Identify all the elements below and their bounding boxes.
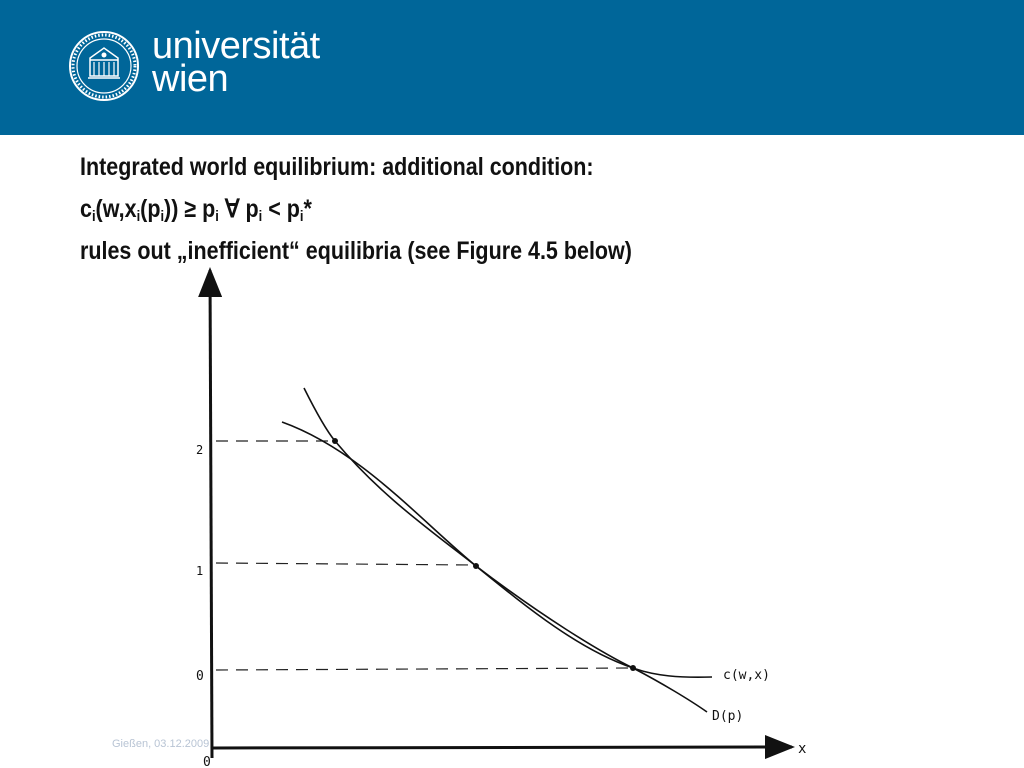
formula-sub-1: i — [91, 208, 96, 225]
equilibrium-guide-line — [215, 562, 476, 566]
formula-geq-p: )) ≥ p — [164, 195, 216, 223]
formula-sub-3: i — [160, 208, 165, 225]
x-axis-label: x — [798, 741, 806, 757]
formula-sub-2: i — [136, 208, 141, 225]
series-label-c: c(w,x) — [723, 668, 770, 683]
header-banner: universität wien — [0, 0, 1024, 135]
logo-line-2: wien — [152, 58, 229, 100]
slide-title: Integrated world equilibrium: additional… — [80, 146, 854, 272]
formula-lt-p: < p — [262, 195, 300, 223]
series-line-c — [281, 421, 713, 679]
equilibrium-point — [332, 438, 338, 444]
series-label-d: D(p) — [712, 709, 743, 724]
title-line-1: Integrated world equilibrium: additional… — [80, 153, 594, 181]
equilibrium-point — [473, 563, 479, 569]
equilibrium-point — [630, 665, 636, 671]
formula-sub-6: i — [299, 208, 304, 225]
formula-forall-p: ∀ p — [218, 195, 259, 223]
formula-sub-5: i — [258, 208, 263, 225]
origin-label: 0 — [203, 755, 211, 768]
formula-c: c — [80, 195, 92, 223]
formula-star: * — [303, 195, 312, 223]
title-line-3: rules out „inefficient“ equilibria (see … — [80, 237, 632, 265]
title-line-2: ci(w,xi(pi)) ≥ pi ∀ pi < pi* — [80, 188, 854, 230]
x-axis — [211, 735, 795, 760]
formula-p: (p — [140, 195, 161, 223]
equilibrium-guide-line — [215, 667, 634, 671]
formula-wx: (w,x — [95, 195, 137, 223]
footer-date: Gießen, 03.12.2009 — [112, 738, 210, 750]
y-tick-label: 0 — [196, 669, 204, 684]
series-line-d — [303, 387, 708, 713]
university-seal-icon — [69, 31, 139, 101]
y-tick-label: 1 — [196, 564, 203, 578]
formula-sub-4: i — [215, 208, 219, 225]
logo-line-1: universität — [152, 25, 320, 67]
y-tick-label: 2 — [196, 443, 203, 457]
y-axis — [198, 267, 223, 759]
university-logo-text: universität wien — [152, 25, 320, 100]
